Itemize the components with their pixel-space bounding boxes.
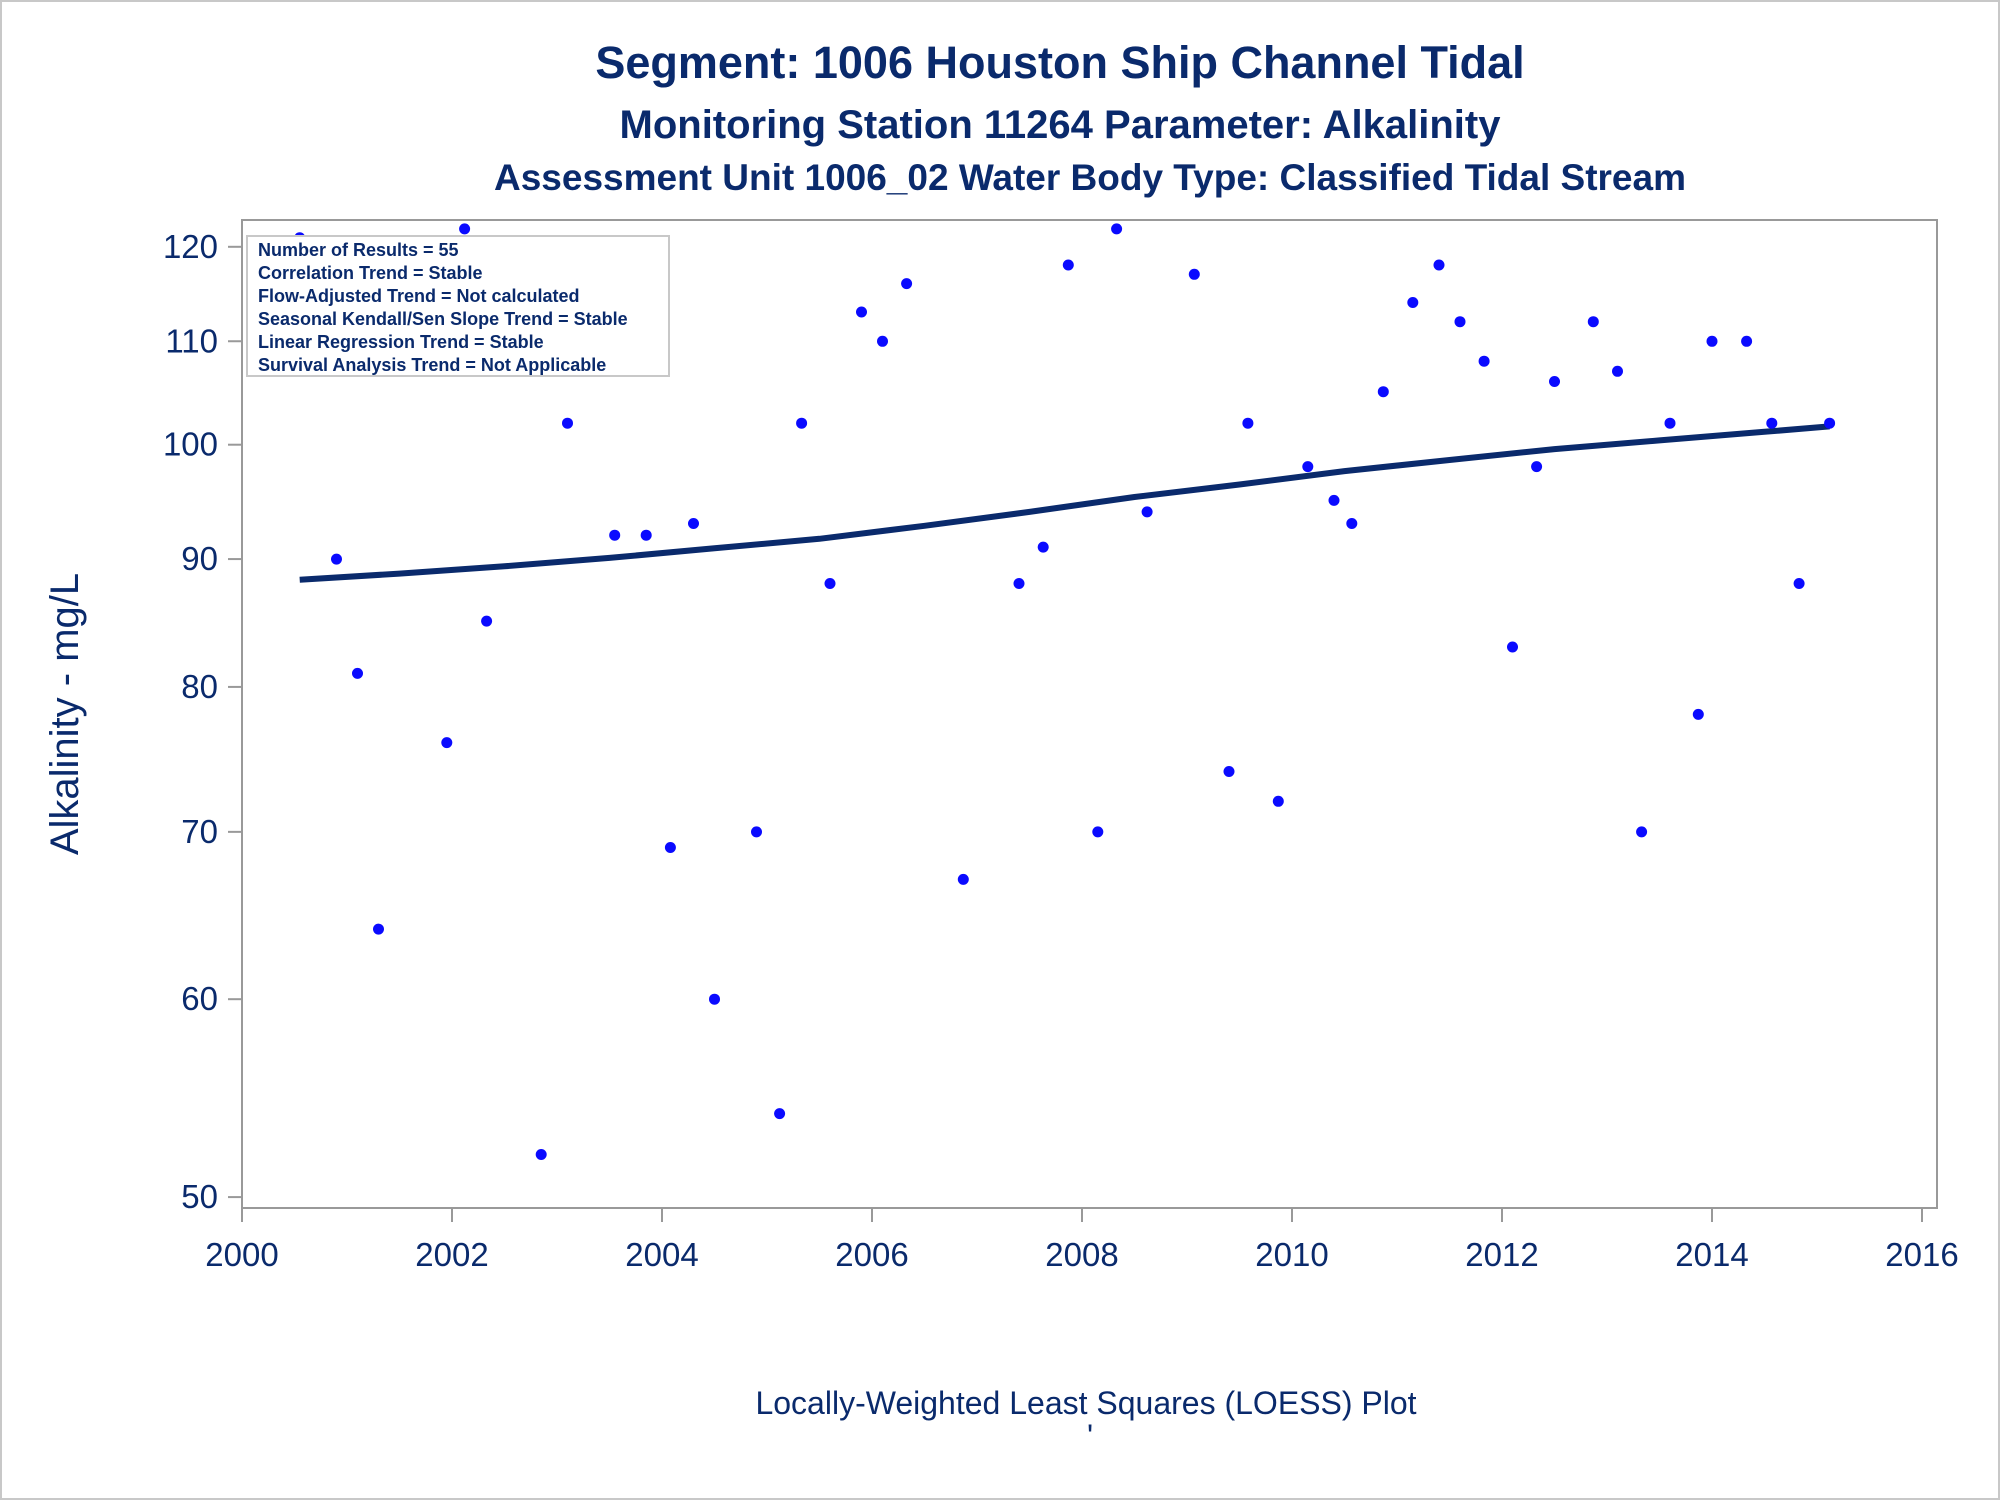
x-tick-label: 2010 bbox=[1255, 1236, 1328, 1273]
data-point bbox=[1793, 578, 1805, 589]
y-tick-label: 110 bbox=[165, 322, 218, 359]
data-point bbox=[609, 529, 621, 541]
data-point bbox=[709, 993, 720, 1005]
data-point bbox=[796, 417, 808, 429]
data-point bbox=[1531, 461, 1543, 473]
y-tick-label: 50 bbox=[181, 1178, 218, 1215]
x-tick-label: 2014 bbox=[1675, 1236, 1748, 1273]
x-tick-label: 2006 bbox=[835, 1236, 908, 1273]
stats-line: Seasonal Kendall/Sen Slope Trend = Stabl… bbox=[258, 309, 628, 329]
data-point bbox=[1188, 268, 1200, 280]
data-point bbox=[1242, 417, 1254, 429]
data-point bbox=[331, 553, 342, 565]
footnote-mark: ' bbox=[1087, 1418, 1093, 1454]
data-point bbox=[1302, 461, 1314, 473]
x-tick-label: 2012 bbox=[1465, 1236, 1538, 1273]
data-point bbox=[1272, 795, 1284, 807]
data-point bbox=[1141, 506, 1153, 518]
x-tick-label: 2002 bbox=[415, 1236, 488, 1273]
data-point bbox=[1612, 365, 1623, 377]
stats-line: Number of Results = 55 bbox=[258, 240, 459, 260]
chart-title: Segment: 1006 Houston Ship Channel Tidal bbox=[595, 37, 1524, 88]
data-point bbox=[877, 335, 888, 347]
data-point bbox=[1223, 766, 1235, 777]
data-point bbox=[1037, 541, 1049, 553]
data-point bbox=[1454, 316, 1466, 328]
data-point bbox=[459, 223, 471, 235]
data-point bbox=[1706, 335, 1718, 347]
data-point bbox=[1549, 376, 1560, 387]
data-point bbox=[535, 1149, 547, 1160]
x-tick-label: 2016 bbox=[1885, 1236, 1958, 1273]
data-point bbox=[352, 667, 363, 679]
y-tick-label: 60 bbox=[181, 980, 218, 1017]
data-point bbox=[1092, 826, 1104, 838]
data-point bbox=[957, 873, 969, 885]
x-axis-label: Locally-Weighted Least Squares (LOESS) P… bbox=[755, 1385, 1416, 1421]
plot-area bbox=[241, 219, 1938, 1209]
data-point bbox=[664, 842, 676, 853]
stats-box: Number of Results = 55 Correlation Trend… bbox=[246, 235, 670, 377]
data-point bbox=[1328, 494, 1340, 506]
data-point bbox=[1478, 355, 1490, 367]
x-axis: 2000 2002 2004 2006 2008 2010 2012 2014 2016 bbox=[205, 1208, 1959, 1273]
stats-line: Flow-Adjusted Trend = Not calculated bbox=[258, 286, 580, 306]
y-axis-label: Alkalinity - mg/L bbox=[43, 573, 87, 855]
data-point bbox=[751, 826, 762, 838]
data-point bbox=[640, 529, 652, 541]
data-point bbox=[774, 1108, 786, 1120]
stats-line: Linear Regression Trend = Stable bbox=[258, 332, 544, 352]
data-point bbox=[901, 278, 913, 290]
data-point bbox=[1346, 518, 1358, 529]
data-point bbox=[1433, 259, 1445, 271]
data-point bbox=[1507, 641, 1518, 653]
stats-line: Survival Analysis Trend = Not Applicable bbox=[258, 355, 606, 375]
data-point bbox=[1741, 335, 1753, 347]
data-point bbox=[1766, 417, 1778, 429]
loess-trend-line bbox=[299, 423, 1830, 583]
data-point bbox=[1824, 417, 1836, 429]
data-point bbox=[1636, 826, 1648, 838]
data-point bbox=[481, 615, 493, 627]
y-axis: 50 60 70 80 90 100 110 120 bbox=[163, 228, 242, 1215]
data-point bbox=[1664, 417, 1676, 429]
stats-line: Correlation Trend = Stable bbox=[258, 263, 483, 283]
data-point bbox=[373, 923, 384, 935]
data-point bbox=[1587, 316, 1599, 328]
data-point bbox=[1013, 578, 1025, 589]
data-point bbox=[856, 306, 867, 318]
data-point bbox=[441, 737, 453, 749]
chart-subtitle-2: Assessment Unit 1006_02 Water Body Type:… bbox=[494, 157, 1686, 198]
x-tick-label: 2004 bbox=[625, 1236, 698, 1273]
stats-box-border bbox=[246, 235, 670, 377]
x-tick-label: 2000 bbox=[205, 1236, 278, 1273]
y-tick-label: 70 bbox=[181, 813, 218, 850]
y-tick-label: 90 bbox=[181, 540, 218, 577]
data-point bbox=[1407, 297, 1419, 308]
data-point bbox=[824, 578, 836, 589]
data-point bbox=[1111, 223, 1123, 235]
data-point bbox=[1062, 259, 1074, 271]
chart-subtitle: Monitoring Station 11264 Parameter: Alka… bbox=[620, 103, 1502, 147]
data-point bbox=[688, 518, 699, 529]
y-tick-label: 120 bbox=[163, 228, 218, 265]
data-point bbox=[1692, 708, 1704, 720]
y-tick-label: 80 bbox=[181, 668, 218, 705]
data-point bbox=[1377, 386, 1389, 398]
y-tick-label: 100 bbox=[163, 426, 218, 463]
x-tick-label: 2008 bbox=[1045, 1236, 1118, 1273]
data-point bbox=[562, 417, 573, 429]
